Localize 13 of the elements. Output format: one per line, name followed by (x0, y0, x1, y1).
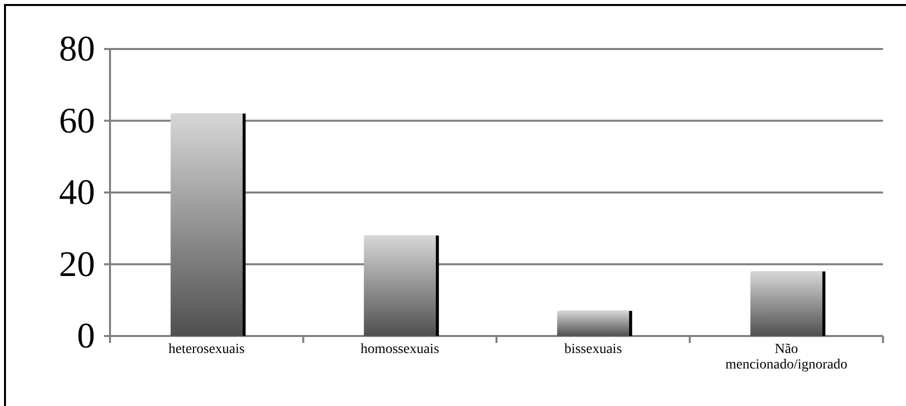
x-tick-label: bissexuais (564, 342, 622, 357)
y-tick-label: 80 (59, 28, 95, 69)
x-tick-label: heterosexuais (168, 342, 245, 357)
bar (364, 236, 436, 336)
x-tick-label: homossexuais (360, 342, 440, 357)
y-tick-label: 60 (59, 100, 95, 140)
bar (170, 114, 243, 336)
y-tick-label: 20 (59, 244, 95, 284)
bar (750, 271, 822, 336)
x-tick-label: Não mencionado/ignorado (725, 342, 848, 372)
bar (557, 310, 630, 336)
y-tick-label: 40 (59, 172, 95, 212)
y-tick-label: 0 (77, 316, 95, 356)
